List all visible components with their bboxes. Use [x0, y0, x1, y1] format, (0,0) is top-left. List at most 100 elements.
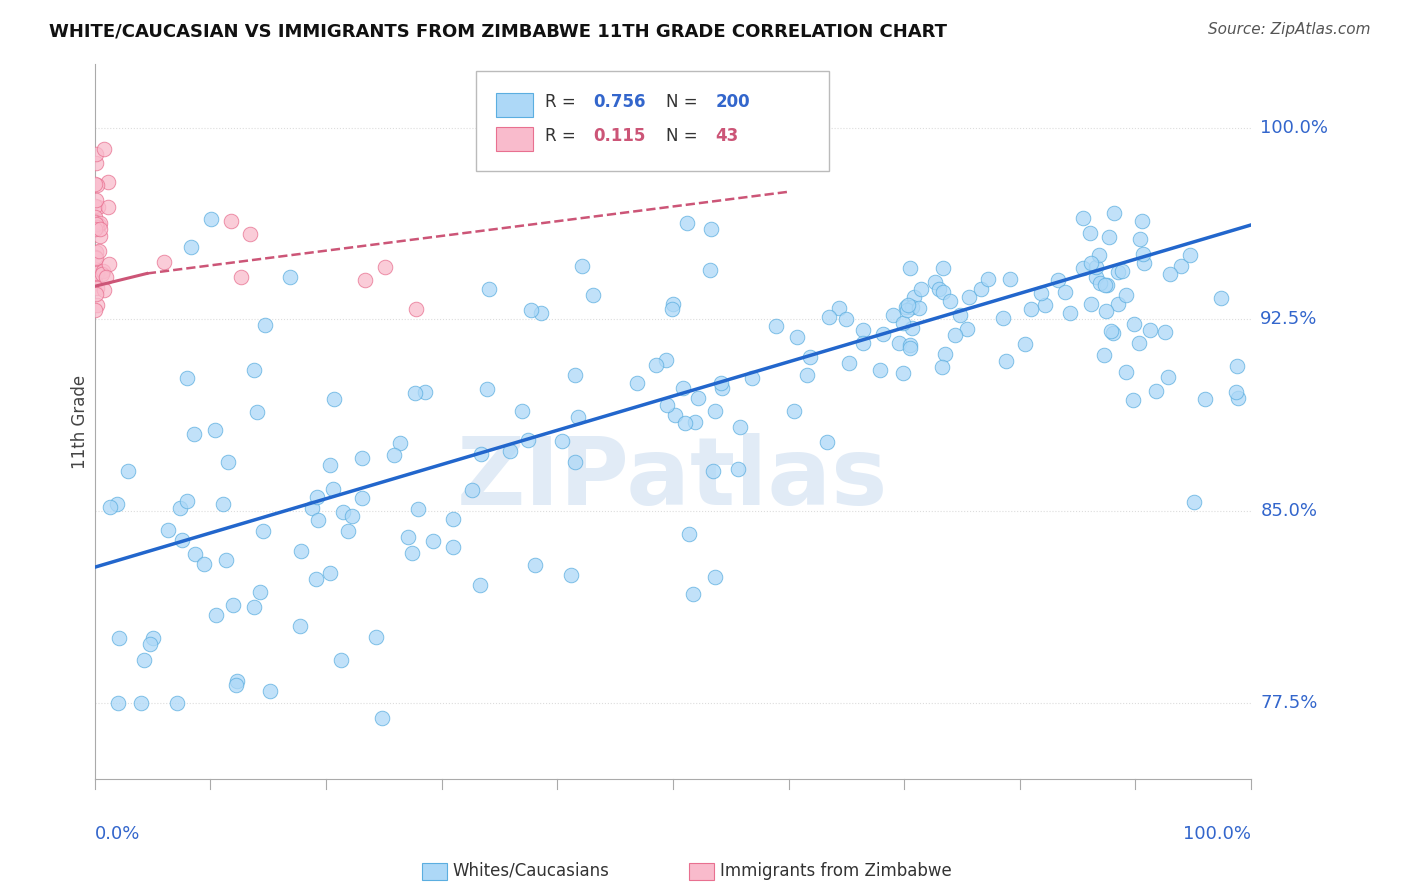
Point [567, 409, 589, 424]
Text: 0.0%: 0.0% [94, 825, 141, 843]
Point [887, 335, 910, 350]
Point [84, 221, 107, 235]
Point [931, 359, 953, 374]
Point [470, 447, 492, 461]
Point [84, 155, 107, 169]
Point [1033, 298, 1056, 312]
Point [1104, 206, 1126, 220]
Point [661, 302, 683, 317]
Point [903, 290, 925, 304]
Point [699, 263, 721, 277]
Point [83, 274, 105, 288]
Point [374, 260, 396, 275]
Point [1080, 256, 1102, 270]
Point [225, 678, 247, 692]
Point [86, 219, 108, 234]
Point [221, 598, 243, 612]
Text: N =: N = [666, 93, 703, 111]
Point [290, 544, 312, 558]
Point [364, 631, 387, 645]
Point [238, 227, 260, 242]
Point [1153, 325, 1175, 339]
Point [342, 508, 364, 523]
Point [93, 142, 115, 156]
Point [301, 500, 323, 515]
Text: R =: R = [544, 127, 581, 145]
Text: ZIPatlas: ZIPatlas [457, 433, 889, 524]
Point [252, 524, 274, 538]
Point [1094, 348, 1116, 362]
Point [672, 381, 695, 395]
Point [307, 490, 329, 504]
Point [132, 652, 155, 666]
Text: 85.0%: 85.0% [1260, 502, 1317, 520]
Point [84, 252, 107, 266]
Point [89, 222, 111, 236]
Point [932, 285, 955, 299]
Point [934, 347, 956, 361]
Y-axis label: 11th Grade: 11th Grade [72, 375, 89, 468]
Point [212, 497, 235, 511]
Point [84, 287, 107, 301]
Point [117, 464, 139, 478]
Point [107, 696, 129, 710]
Point [1114, 365, 1136, 379]
Point [894, 300, 917, 314]
Point [217, 455, 239, 469]
Point [786, 329, 808, 343]
Point [200, 211, 222, 226]
Point [828, 301, 851, 316]
Text: 0.756: 0.756 [593, 93, 645, 111]
Point [180, 240, 202, 254]
Point [571, 259, 593, 273]
Point [86, 281, 108, 295]
Point [1094, 277, 1116, 292]
Point [319, 566, 342, 581]
Point [322, 392, 344, 406]
Text: 200: 200 [716, 93, 751, 111]
Point [205, 607, 228, 622]
Point [408, 501, 430, 516]
Point [1226, 359, 1249, 374]
Point [219, 213, 242, 227]
Point [1139, 323, 1161, 337]
Point [869, 363, 891, 377]
Point [229, 269, 252, 284]
Point [896, 303, 918, 318]
Point [710, 381, 733, 395]
Point [852, 323, 875, 337]
Point [226, 674, 249, 689]
Point [350, 491, 373, 506]
Point [1133, 255, 1156, 269]
Text: 77.5%: 77.5% [1260, 694, 1317, 712]
Point [337, 524, 360, 539]
Point [683, 415, 706, 429]
Point [1071, 261, 1094, 276]
Point [441, 540, 464, 554]
Point [898, 260, 921, 275]
Point [560, 568, 582, 582]
Point [702, 464, 724, 478]
Point [728, 420, 751, 434]
Point [86, 178, 108, 193]
Point [94, 270, 117, 285]
Point [330, 653, 353, 667]
Point [908, 301, 931, 316]
Point [664, 409, 686, 423]
Point [1132, 247, 1154, 261]
Point [517, 434, 540, 448]
Point [700, 221, 723, 235]
Point [897, 298, 920, 312]
Point [370, 711, 392, 725]
Point [891, 366, 914, 380]
Point [278, 270, 301, 285]
Point [87, 200, 110, 214]
Point [932, 261, 955, 276]
Text: Source: ZipAtlas.com: Source: ZipAtlas.com [1208, 22, 1371, 37]
Point [307, 512, 329, 526]
Point [998, 272, 1021, 286]
Point [765, 318, 787, 333]
Point [1019, 301, 1042, 316]
Point [1014, 337, 1036, 351]
Text: WHITE/CAUCASIAN VS IMMIGRANTS FROM ZIMBABWE 11TH GRADE CORRELATION CHART: WHITE/CAUCASIAN VS IMMIGRANTS FROM ZIMBA… [49, 22, 948, 40]
